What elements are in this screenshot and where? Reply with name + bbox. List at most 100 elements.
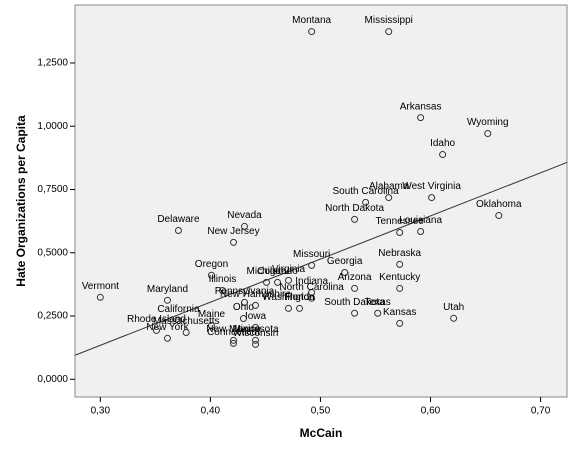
point-label: North Carolina xyxy=(279,282,344,293)
point-label: Maryland xyxy=(147,284,188,295)
point xyxy=(252,301,260,309)
point-label: Oregon xyxy=(195,259,228,270)
y-tick-label: 1,2500 xyxy=(37,58,68,69)
point-label: Florida xyxy=(284,292,315,303)
point xyxy=(207,271,215,279)
point xyxy=(174,226,182,234)
point xyxy=(229,339,237,347)
point xyxy=(252,340,260,348)
point xyxy=(396,319,404,327)
point-label: Arkansas xyxy=(400,101,442,112)
point xyxy=(296,304,304,312)
x-tick-label: 0,30 xyxy=(91,406,111,417)
point xyxy=(396,260,404,268)
point-label: Missouri xyxy=(293,249,330,260)
point-label: New Mexico xyxy=(206,324,261,335)
y-axis-title: Hate Organizations per Capita xyxy=(14,115,28,287)
point-label: Nebraska xyxy=(378,248,421,259)
point-label: Ohio xyxy=(233,302,255,313)
point-label: Indiana xyxy=(295,276,328,287)
point-label: Oklahoma xyxy=(476,199,522,210)
point-label: Tennessee xyxy=(376,216,425,227)
point xyxy=(396,284,404,292)
point-label: Minnesota xyxy=(232,324,279,335)
y-tick-label: 0,0000 xyxy=(37,374,68,385)
point-label: North Dakota xyxy=(325,203,384,214)
point-label: Idaho xyxy=(430,138,455,149)
point xyxy=(439,151,447,159)
point xyxy=(362,198,370,206)
point-label: New York xyxy=(146,322,189,333)
point xyxy=(252,336,260,344)
point xyxy=(218,286,226,294)
point xyxy=(495,212,503,220)
x-tick-label: 0,60 xyxy=(421,406,441,417)
point xyxy=(229,238,237,246)
point-label: Rhode Island xyxy=(127,314,186,325)
point-label: Georgia xyxy=(327,256,363,267)
point xyxy=(241,298,249,306)
point-label: Arizona xyxy=(338,272,372,283)
point-label: Mississippi xyxy=(365,15,413,26)
point xyxy=(182,328,190,336)
point xyxy=(396,229,404,237)
point-label: Washington xyxy=(262,292,314,303)
y-tick-label: 0,7500 xyxy=(37,184,68,195)
x-tick-label: 0,50 xyxy=(311,406,331,417)
point xyxy=(308,261,316,269)
point-label: Michigan xyxy=(247,266,287,277)
point xyxy=(174,316,182,324)
point xyxy=(351,309,359,317)
point xyxy=(417,227,425,235)
fit-line xyxy=(74,161,568,356)
y-tick-label: 1,0000 xyxy=(37,121,68,132)
point-label: Wyoming xyxy=(467,117,509,128)
point xyxy=(428,194,436,202)
x-tick-label: 0,40 xyxy=(201,406,221,417)
point xyxy=(274,278,282,286)
point-label: New Hampshire xyxy=(220,289,292,300)
point-label: Wisconsin xyxy=(233,328,279,339)
point-label: Louisiana xyxy=(399,215,442,226)
point-label: Vermont xyxy=(82,281,119,292)
point xyxy=(152,326,160,334)
point-label: West Virginia xyxy=(402,181,461,192)
point-label: Montana xyxy=(292,15,331,26)
point-label: Texas xyxy=(365,297,391,308)
x-axis-title: McCain xyxy=(300,426,343,440)
point-label: New Jersey xyxy=(207,226,259,237)
point-label: Alabama xyxy=(369,181,409,192)
point-label: Delaware xyxy=(157,214,200,225)
point xyxy=(285,276,293,284)
point-label: Kentucky xyxy=(379,272,420,283)
x-tick-label: 0,70 xyxy=(531,406,551,417)
point xyxy=(308,28,316,36)
point-label: Iowa xyxy=(245,311,267,322)
point-label: California xyxy=(157,304,200,315)
point-label: Maine xyxy=(198,309,226,320)
point-label: South Dakota xyxy=(324,297,385,308)
point xyxy=(308,294,316,302)
point xyxy=(163,296,171,304)
point xyxy=(417,114,425,122)
point xyxy=(450,314,458,322)
point xyxy=(252,323,260,331)
y-tick-label: 0,5000 xyxy=(37,247,68,258)
point-label: Massachusetts xyxy=(153,316,220,327)
point xyxy=(285,304,293,312)
point-label: Kansas xyxy=(383,307,416,318)
point-label: Connecticut xyxy=(207,327,260,338)
point xyxy=(351,215,359,223)
point-label: South Carolina xyxy=(332,186,399,197)
point xyxy=(385,28,393,36)
point xyxy=(239,315,247,323)
point-label: Pennsylvania xyxy=(215,286,275,297)
point xyxy=(96,293,104,301)
point-label: Virginia xyxy=(272,264,306,275)
point xyxy=(385,194,393,202)
point xyxy=(484,130,492,138)
plot-area xyxy=(74,4,568,398)
point-label: Illinois xyxy=(209,274,237,285)
point xyxy=(351,284,359,292)
